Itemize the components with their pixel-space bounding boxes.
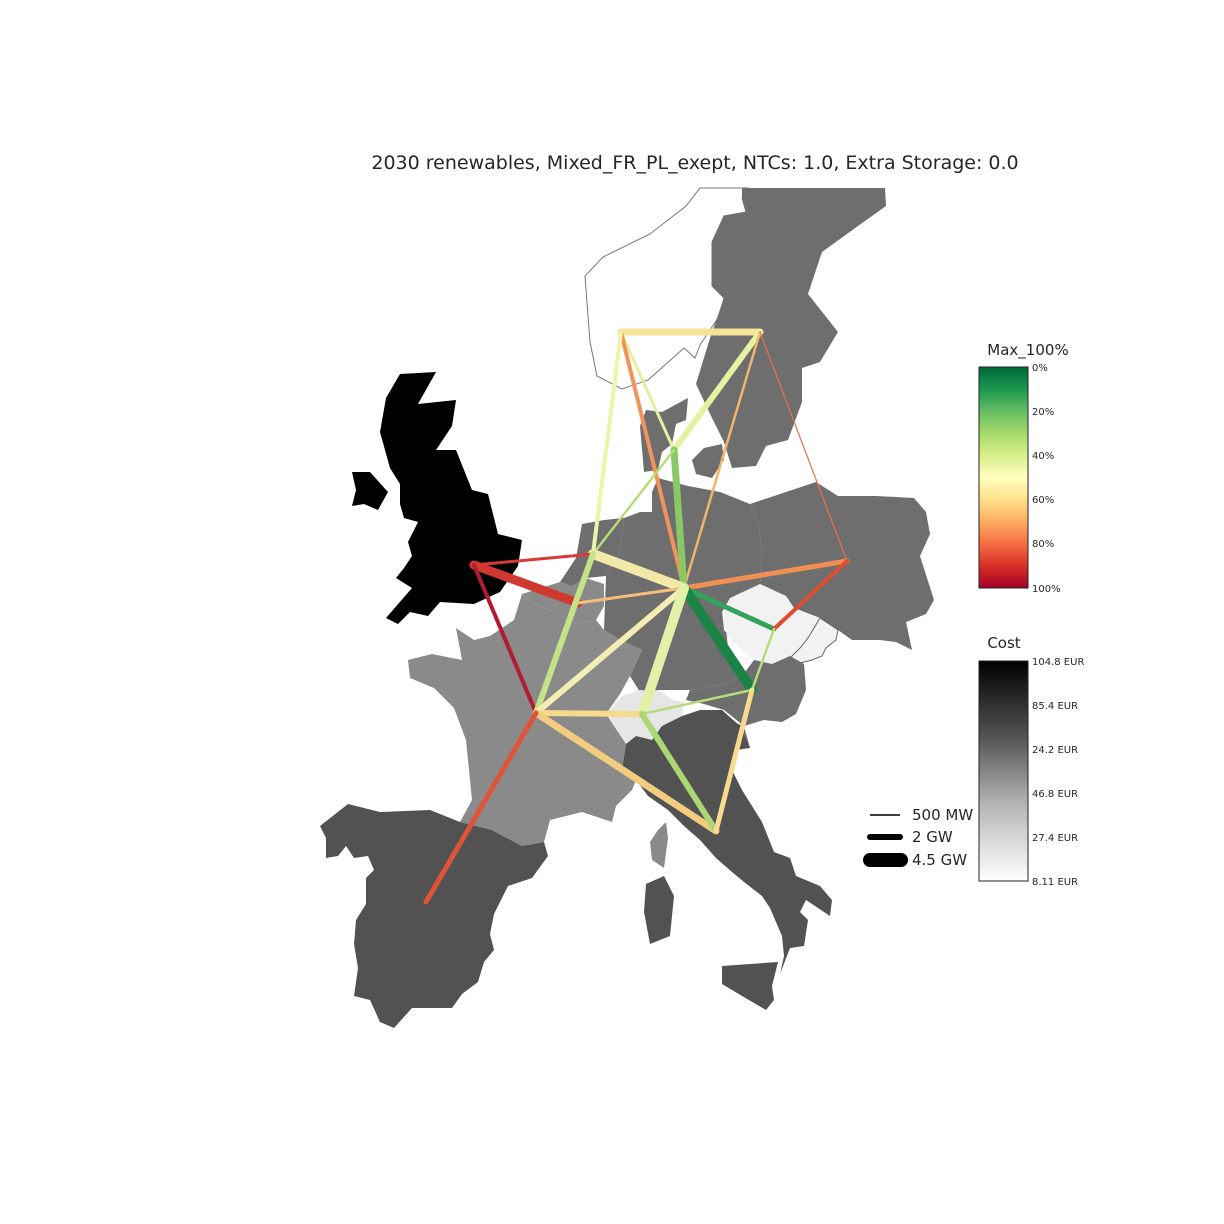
country-slovakia: [789, 617, 839, 665]
link-no-dk: [619, 330, 676, 452]
cost-colorbar: Cost 104.8 EUR 85.4 EUR 24.2 EUR 46.8 EU…: [978, 634, 1084, 888]
link-ch-it: [639, 711, 719, 834]
link-se-pl: [759, 331, 848, 562]
link-no-de: [619, 330, 686, 590]
line-width-legend: 500 MW 2 GW 4.5 GW: [863, 806, 973, 869]
utilization-colorbar: Max_100% 0% 20% 40% 60% 80% 100%: [978, 341, 1069, 595]
link-at-it: [713, 687, 755, 834]
link-ch-at: [640, 688, 754, 716]
link-se-de: [682, 330, 762, 590]
country-spain: [320, 804, 548, 1028]
cost-colorbar-gradient: [978, 660, 1029, 882]
country-ireland: [352, 472, 388, 510]
link-fr-de: [533, 585, 687, 716]
link-se-dk: [671, 329, 763, 453]
link-fr-es: [423, 710, 539, 905]
link-dk-de: [670, 446, 688, 592]
link-uk-be: [469, 560, 583, 608]
utilization-tick-label: 20%: [1032, 407, 1054, 418]
legend-label: 4.5 GW: [912, 851, 967, 869]
country-sweden: [696, 188, 886, 468]
cost-tick-label: 24.2 EUR: [1032, 745, 1078, 756]
link-uk-nl: [472, 552, 595, 567]
utilization-tick-label: 0%: [1032, 363, 1048, 374]
country-layer: [320, 187, 934, 1028]
interconnector-layer: [423, 328, 850, 905]
country-france: [408, 594, 642, 846]
link-de-cz: [681, 585, 777, 632]
legend-label: 500 MW: [912, 806, 973, 824]
link-de-at: [679, 583, 757, 695]
link-be-de: [576, 586, 686, 605]
link-nl-de: [588, 549, 689, 593]
link-uk-fr: [472, 563, 538, 715]
chart-title: 2030 renewables, Mixed_FR_PL_exept, NTCs…: [371, 152, 1018, 174]
link-cz-at: [750, 627, 776, 692]
country-sicily: [722, 962, 778, 1010]
utilization-tick-label: 40%: [1032, 451, 1054, 462]
link-pl-cz: [772, 559, 849, 631]
utilization-tick-label: 100%: [1032, 584, 1061, 595]
link-de-ch: [637, 583, 689, 719]
country-norway: [584, 187, 749, 390]
legend-label: 2 GW: [912, 828, 953, 846]
cost-tick-label: 27.4 EUR: [1032, 833, 1078, 844]
utilization-tick-label: 60%: [1032, 495, 1054, 506]
utilization-tick-label: 80%: [1032, 539, 1054, 550]
utilization-colorbar-gradient: [978, 366, 1029, 589]
link-dk-nl: [591, 448, 676, 556]
link-no-nl: [591, 330, 623, 556]
country-italy: [622, 710, 832, 974]
country-uk: [380, 372, 522, 624]
cost-colorbar-title: Cost: [987, 634, 1020, 652]
cost-tick-label: 104.8 EUR: [1032, 657, 1084, 668]
utilization-colorbar-title: Max_100%: [987, 341, 1068, 360]
country-corsica: [650, 822, 668, 868]
cost-tick-label: 85.4 EUR: [1032, 701, 1078, 712]
link-fr-ch: [533, 710, 645, 717]
country-denmark-island: [692, 444, 724, 478]
link-nl-fr: [533, 551, 596, 716]
cost-tick-label: 8.11 EUR: [1032, 877, 1078, 888]
country-sardinia: [644, 876, 674, 944]
link-fr-it: [532, 709, 720, 835]
cost-tick-label: 46.8 EUR: [1032, 789, 1078, 800]
link-de-pl: [681, 558, 850, 591]
